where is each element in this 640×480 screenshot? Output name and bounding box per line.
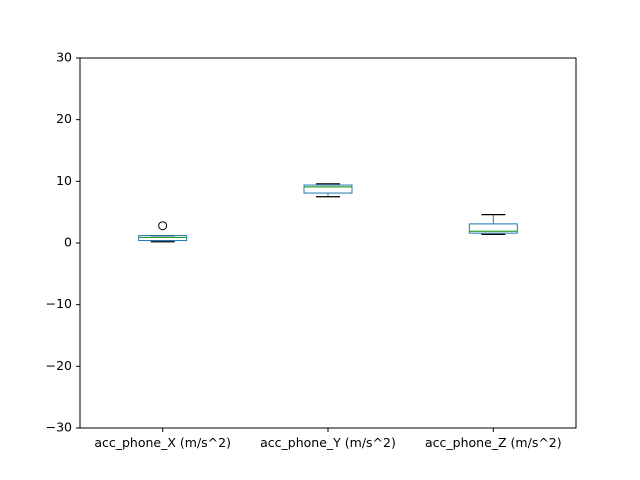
y-tick-label: 20: [56, 111, 72, 126]
y-tick-label: 30: [56, 50, 72, 65]
y-tick-label: −30: [46, 420, 72, 435]
x-axis: acc_phone_X (m/s^2) acc_phone_Y (m/s^2) ac…: [94, 428, 562, 450]
box-plot-2: [303, 183, 353, 198]
outlier-point: [158, 221, 168, 231]
y-axis: −30 −20 −10 0 10 20 30: [46, 50, 80, 435]
box-series: [138, 183, 518, 243]
plot-area-frame: [79, 57, 577, 429]
x-tick-label: acc_phone_X (m/s^2): [94, 435, 231, 450]
box-plot-1: [138, 221, 188, 243]
y-tick-label: 10: [56, 173, 72, 188]
box-plot-3: [468, 214, 518, 235]
x-tick-label: acc_phone_Z (m/s^2): [425, 435, 562, 450]
box-iqr: [468, 223, 518, 234]
x-tick-label: acc_phone_Y (m/s^2): [260, 435, 396, 450]
y-tick-label: −10: [46, 296, 72, 311]
box-iqr: [303, 184, 353, 194]
y-tick-label: −20: [46, 358, 72, 373]
y-tick-label: 0: [64, 235, 72, 250]
box-iqr: [138, 235, 188, 242]
